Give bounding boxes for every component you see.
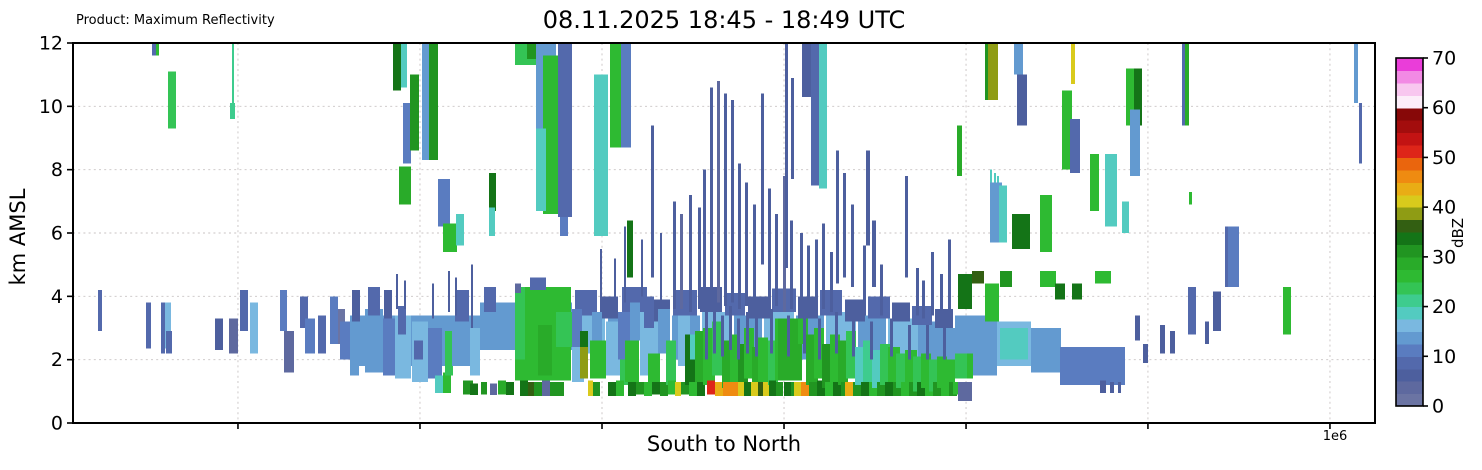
product-label: Product: Maximum Reflectivity xyxy=(76,13,275,28)
colorbar-tick-label: 70 xyxy=(1432,48,1456,70)
colorbar-tick-label: 20 xyxy=(1432,296,1456,318)
y-tick-label: 8 xyxy=(51,159,63,181)
chart-title: 08.11.2025 18:45 - 18:49 UTC xyxy=(542,6,906,34)
y-tick-label: 10 xyxy=(39,96,63,118)
colorbar-label: dBZ xyxy=(1449,217,1467,249)
reflectivity-bars xyxy=(98,43,1362,401)
y-tick-label: 4 xyxy=(51,286,63,308)
colorbar-tick-label: 0 xyxy=(1432,396,1444,418)
colorbar xyxy=(1395,57,1424,407)
axis-ticks xyxy=(67,42,1331,429)
x-axis-label: South to North xyxy=(646,432,802,456)
colorbar-tick-label: 10 xyxy=(1432,346,1456,368)
y-tick-label: 2 xyxy=(51,349,63,371)
y-axis-label: km AMSL xyxy=(6,188,30,286)
colorbar-tick-label: 60 xyxy=(1432,97,1456,119)
colorbar-tick-label: 50 xyxy=(1432,147,1456,169)
y-tick-label: 6 xyxy=(51,223,63,245)
x-offset-label: 1e6 xyxy=(1322,429,1348,444)
y-tick-label: 0 xyxy=(51,413,63,435)
y-tick-label: 12 xyxy=(39,33,63,55)
colorbar-tick-label: 40 xyxy=(1432,197,1456,219)
colorbar-ticks: 0 10 20 30 40 50 60 70 xyxy=(1423,48,1456,418)
y-tick-labels: 0 2 4 6 8 10 12 xyxy=(39,33,63,435)
colorbar-tick-label: 30 xyxy=(1432,246,1456,268)
